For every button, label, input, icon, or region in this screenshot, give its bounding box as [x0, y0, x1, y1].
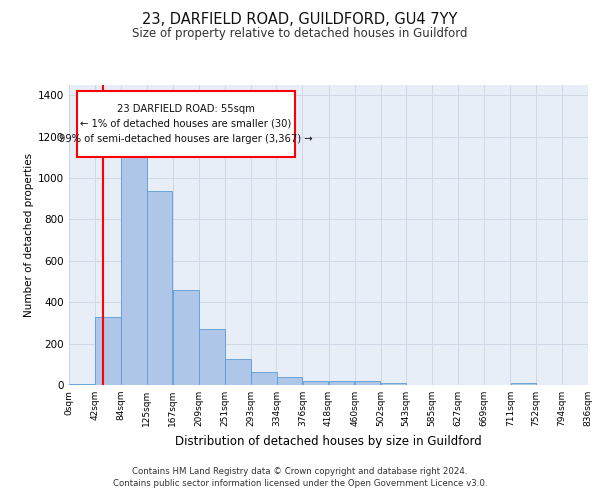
Bar [225, 359, 251, 385]
Bar [355, 382, 380, 385]
X-axis label: Distribution of detached houses by size in Guildford: Distribution of detached houses by size … [175, 434, 482, 448]
Bar [69, 384, 95, 385]
Text: 23, DARFIELD ROAD, GUILDFORD, GU4 7YY: 23, DARFIELD ROAD, GUILDFORD, GU4 7YY [142, 12, 458, 28]
Y-axis label: Number of detached properties: Number of detached properties [24, 153, 34, 317]
Bar [381, 383, 406, 385]
Bar [95, 316, 121, 385]
Bar [199, 329, 224, 385]
Bar [302, 381, 328, 385]
Bar [147, 190, 172, 385]
Text: Contains HM Land Registry data © Crown copyright and database right 2024.
Contai: Contains HM Land Registry data © Crown c… [113, 466, 487, 487]
Bar [173, 290, 199, 385]
Text: 23 DARFIELD ROAD: 55sqm
← 1% of detached houses are smaller (30)
99% of semi-det: 23 DARFIELD ROAD: 55sqm ← 1% of detached… [59, 104, 313, 144]
Bar [121, 154, 147, 385]
Text: Size of property relative to detached houses in Guildford: Size of property relative to detached ho… [132, 28, 468, 40]
Bar [329, 382, 355, 385]
Bar [511, 384, 536, 385]
Bar [251, 372, 277, 385]
FancyBboxPatch shape [77, 91, 295, 157]
Bar [277, 376, 302, 385]
